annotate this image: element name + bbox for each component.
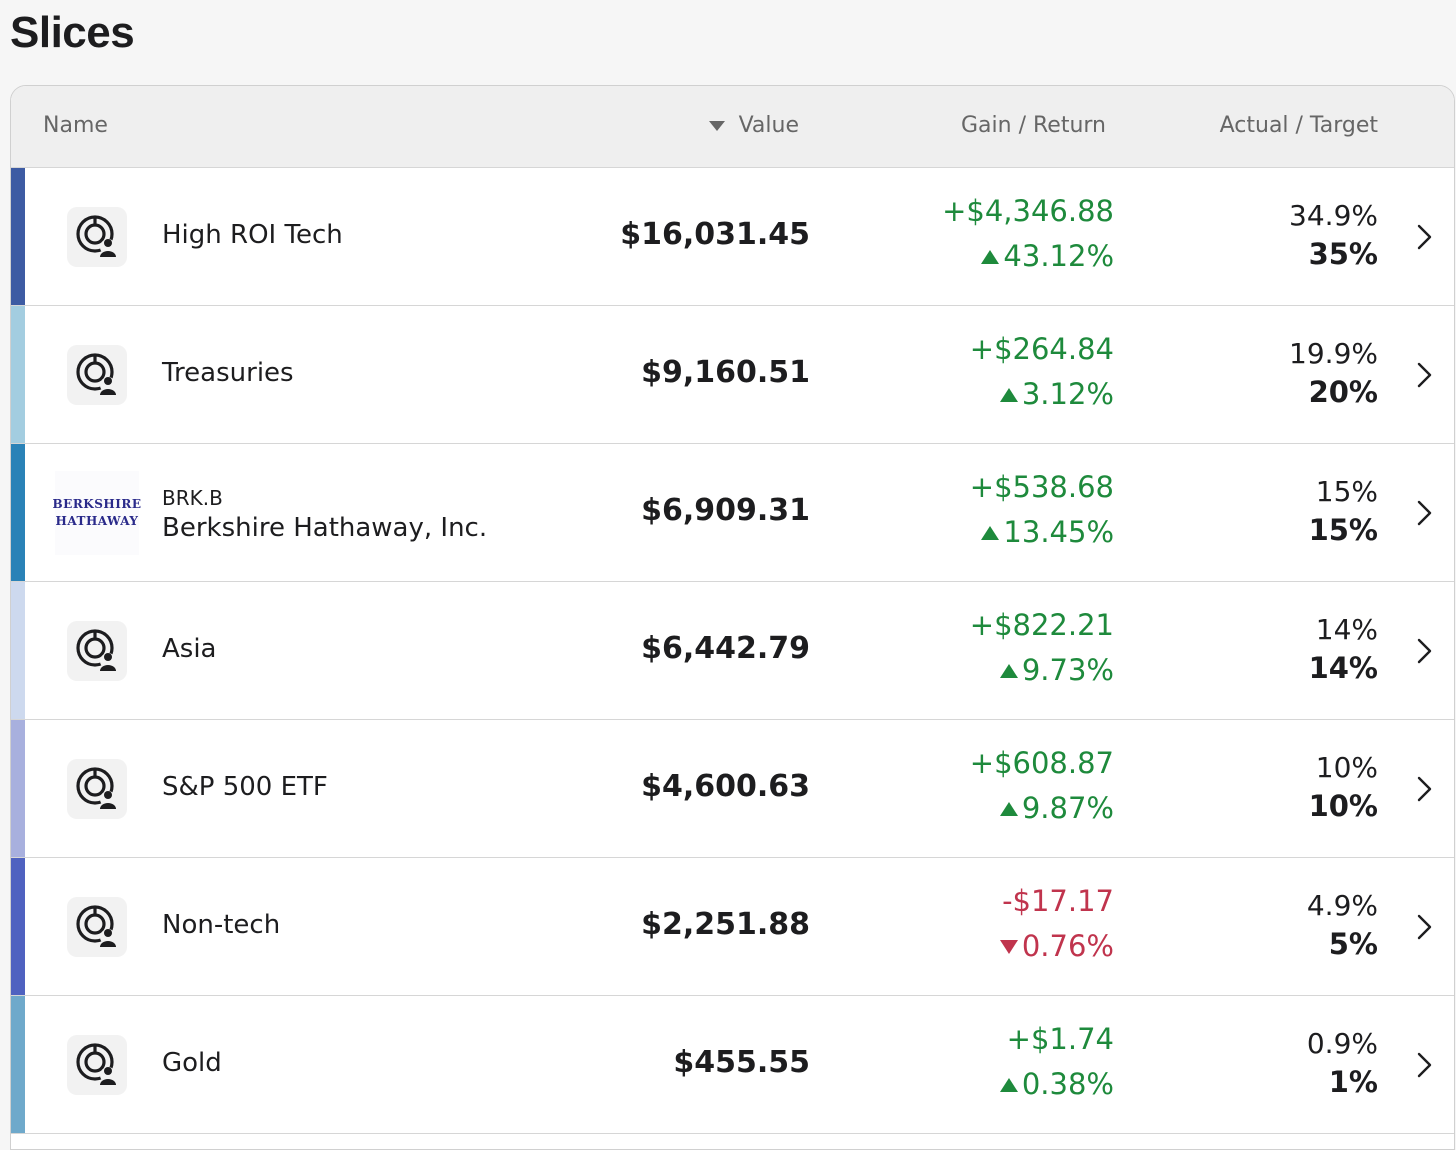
pie-user-icon — [67, 1035, 127, 1095]
table-row[interactable]: Asia $6,442.79 +$822.21 9.73% 14% 14% — [11, 582, 1454, 720]
pie-user-icon — [67, 897, 127, 957]
triangle-up-icon — [999, 802, 1018, 816]
slice-color-strip — [11, 858, 25, 995]
return-value: 9.73% — [1021, 653, 1114, 687]
chevron-right-icon[interactable] — [1410, 636, 1438, 666]
chevron-right-icon[interactable] — [1410, 1050, 1438, 1080]
slice-color-strip — [11, 168, 25, 305]
column-header-gain-return[interactable]: Gain / Return — [961, 113, 1106, 138]
actual-percent: 4.9% — [1306, 889, 1378, 922]
actual-percent: 34.9% — [1289, 199, 1378, 232]
gain-amount: +$264.84 — [969, 332, 1114, 366]
slice-name: Gold — [162, 1048, 222, 1078]
slice-name: Berkshire Hathaway, Inc. — [162, 513, 488, 543]
table-header: Name Value Gain / Return Actual / Target — [11, 86, 1454, 168]
table-row[interactable]: Gold $455.55 +$1.74 0.38% 0.9% 1% — [11, 996, 1454, 1134]
berkshire-logo: BERKSHIRE HATHAWAY — [52, 471, 142, 555]
logo-text: BERKSHIRE — [52, 497, 142, 511]
target-percent: 20% — [1308, 375, 1378, 409]
actual-percent: 0.9% — [1306, 1027, 1378, 1060]
pie-user-icon — [67, 621, 127, 681]
actual-percent: 15% — [1315, 475, 1378, 508]
return-percent: 9.73% — [999, 653, 1114, 687]
slice-value: $2,251.88 — [641, 907, 810, 942]
target-percent: 10% — [1308, 789, 1378, 823]
target-percent: 5% — [1328, 927, 1378, 961]
triangle-up-icon — [999, 664, 1018, 678]
pie-user-icon — [67, 207, 127, 267]
slices-table: Name Value Gain / Return Actual / Target… — [10, 85, 1455, 1150]
triangle-down-icon — [999, 940, 1018, 954]
logo-text: HATHAWAY — [55, 514, 139, 528]
chevron-right-icon[interactable] — [1410, 498, 1438, 528]
target-percent: 35% — [1308, 237, 1378, 271]
column-header-name[interactable]: Name — [43, 113, 108, 138]
return-percent: 13.45% — [981, 515, 1114, 549]
return-value: 13.45% — [1003, 515, 1114, 549]
chevron-right-icon[interactable] — [1410, 774, 1438, 804]
slice-name: Non-tech — [162, 910, 281, 940]
gain-amount: -$17.17 — [1002, 884, 1114, 918]
slice-name: Treasuries — [162, 358, 294, 388]
slice-color-strip — [11, 444, 25, 581]
table-row[interactable]: Non-tech $2,251.88 -$17.17 0.76% 4.9% 5% — [11, 858, 1454, 996]
gain-amount: +$4,346.88 — [942, 194, 1114, 228]
ticker-symbol: BRK.B — [162, 486, 223, 510]
chevron-right-icon[interactable] — [1410, 222, 1438, 252]
slice-value: $4,600.63 — [641, 769, 810, 804]
slice-color-strip — [11, 582, 25, 719]
actual-percent: 19.9% — [1289, 337, 1378, 370]
triangle-up-icon — [999, 388, 1018, 402]
return-value: 9.87% — [1021, 791, 1114, 825]
slice-value: $16,031.45 — [620, 217, 810, 252]
gain-amount: +$538.68 — [969, 470, 1114, 504]
slice-name: High ROI Tech — [162, 220, 343, 250]
triangle-up-icon — [981, 250, 1000, 264]
chevron-right-icon[interactable] — [1410, 912, 1438, 942]
return-percent: 43.12% — [981, 239, 1114, 273]
return-percent: 3.12% — [999, 377, 1114, 411]
actual-percent: 10% — [1315, 751, 1378, 784]
return-percent: 0.38% — [999, 1067, 1114, 1101]
table-row[interactable]: S&P 500 ETF $4,600.63 +$608.87 9.87% 10% 10% — [11, 720, 1454, 858]
column-header-value[interactable]: Value — [738, 113, 799, 138]
table-row[interactable]: BERKSHIRE HATHAWAY BRK.B Berkshire Hathaway… — [11, 444, 1454, 582]
return-value: 0.38% — [1021, 1067, 1114, 1101]
return-percent: 0.76% — [999, 929, 1114, 963]
target-percent: 1% — [1328, 1065, 1378, 1099]
return-percent: 9.87% — [999, 791, 1114, 825]
chevron-right-icon[interactable] — [1410, 360, 1438, 390]
column-header-actual-target[interactable]: Actual / Target — [1219, 113, 1378, 138]
slice-color-strip — [11, 996, 25, 1133]
slice-value: $9,160.51 — [641, 355, 810, 390]
target-percent: 14% — [1308, 651, 1378, 685]
sort-descending-icon[interactable] — [709, 121, 725, 131]
gain-amount: +$1.74 — [1006, 1022, 1114, 1056]
slice-color-strip — [11, 720, 25, 857]
gain-amount: +$608.87 — [969, 746, 1114, 780]
return-value: 0.76% — [1021, 929, 1114, 963]
table-row[interactable]: Treasuries $9,160.51 +$264.84 3.12% 19.9% 20% — [11, 306, 1454, 444]
triangle-up-icon — [999, 1078, 1018, 1092]
page-title: Slices — [10, 8, 135, 57]
pie-user-icon — [67, 345, 127, 405]
slice-value: $455.55 — [673, 1045, 810, 1080]
slice-name: S&P 500 ETF — [162, 772, 328, 802]
return-value: 43.12% — [1003, 239, 1114, 273]
pie-user-icon — [67, 759, 127, 819]
return-value: 3.12% — [1021, 377, 1114, 411]
gain-amount: +$822.21 — [969, 608, 1114, 642]
slice-color-strip — [11, 306, 25, 443]
triangle-up-icon — [981, 526, 1000, 540]
actual-percent: 14% — [1315, 613, 1378, 646]
table-row[interactable]: High ROI Tech $16,031.45 +$4,346.88 43.12% 3… — [11, 168, 1454, 306]
slice-value: $6,909.31 — [641, 493, 810, 528]
target-percent: 15% — [1308, 513, 1378, 547]
slice-name: Asia — [162, 634, 217, 664]
slice-value: $6,442.79 — [641, 631, 810, 666]
